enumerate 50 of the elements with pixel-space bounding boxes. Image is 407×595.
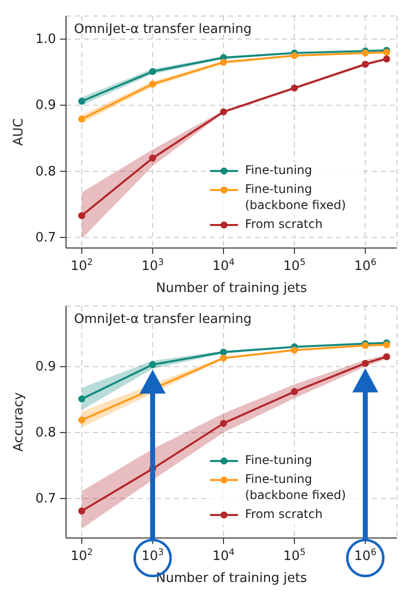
point: [290, 84, 298, 92]
legend-label: From scratch: [245, 216, 323, 232]
legend-label: Fine-tuning: [245, 452, 312, 468]
point: [290, 388, 298, 396]
point: [290, 52, 298, 60]
x-tick-label: 10$^{3}$: [141, 548, 164, 564]
y-axis-title: AUC: [12, 118, 27, 146]
point: [220, 348, 228, 356]
x-axis-title: Number of training jets: [156, 281, 308, 296]
y-axis-title: Accuracy: [12, 392, 27, 452]
y-tick-label: 0.8: [35, 426, 56, 441]
point: [78, 395, 86, 402]
point: [149, 361, 156, 368]
legend-label: Fine-tuning (backbone fixed): [245, 181, 347, 213]
y-tick-label: 1.0: [35, 32, 56, 48]
point: [290, 346, 298, 354]
point: [362, 360, 369, 367]
x-tick-label: 10$^{6}$: [354, 548, 377, 564]
y-tick-label: 0.7: [35, 230, 56, 246]
point: [362, 60, 369, 68]
y-tick-label: 0.8: [35, 164, 56, 180]
y-tick-label: 0.7: [35, 491, 56, 506]
x-tick-label: 10$^{2}$: [70, 258, 93, 274]
point: [220, 420, 228, 427]
point: [149, 80, 156, 88]
x-tick-label: 10$^{5}$: [283, 548, 306, 564]
x-axis-title: Number of training jets: [156, 571, 308, 586]
y-tick-label: 0.9: [35, 98, 56, 114]
point: [149, 154, 156, 162]
point: [78, 507, 86, 514]
point: [149, 68, 156, 76]
point: [220, 58, 228, 66]
point: [220, 108, 228, 116]
point: [220, 354, 228, 362]
point: [78, 98, 86, 105]
x-tick-label: 10$^{4}$: [212, 548, 235, 564]
text: OmniJet-α transfer learning: [74, 22, 252, 37]
legend-label: Fine-tuning: [245, 162, 312, 178]
x-tick-label: 10$^{2}$: [70, 548, 93, 564]
point: [78, 212, 86, 220]
y-tick-label: 0.9: [35, 360, 56, 375]
legend-label: Fine-tuning (backbone fixed): [245, 471, 347, 503]
x-tick-label: 10$^{4}$: [212, 258, 235, 274]
point: [78, 116, 86, 123]
text: OmniJet-α transfer learning: [74, 312, 252, 327]
x-tick-label: 10$^{6}$: [354, 258, 377, 274]
x-tick-label: 10$^{3}$: [141, 258, 164, 274]
x-tick-label: 10$^{5}$: [283, 258, 306, 274]
legend-label: From scratch: [245, 506, 323, 522]
point: [78, 416, 86, 424]
